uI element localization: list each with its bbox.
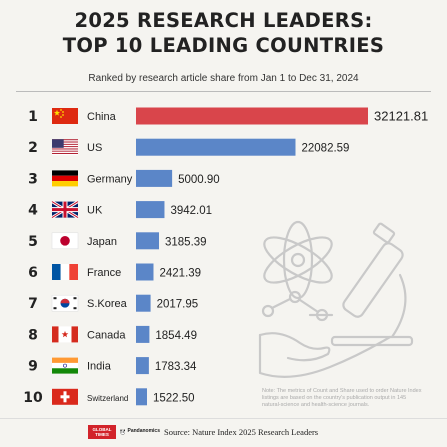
methodology-note: Note: The metrics of Count and Share use… xyxy=(262,388,422,408)
value-label: 1522.50 xyxy=(153,392,195,404)
value-label: 22082.59 xyxy=(301,143,349,155)
value-label: 2421.39 xyxy=(159,268,201,280)
title-line-2: TOP 10 LEADING COUNTRIES xyxy=(62,34,385,57)
rank-label: 7 xyxy=(28,296,38,312)
subtitle: Ranked by research article share from Ja… xyxy=(88,73,359,84)
country-label: India xyxy=(87,361,112,373)
switzerland-flag-icon xyxy=(52,388,78,405)
header-divider xyxy=(16,91,431,92)
bar xyxy=(136,325,150,343)
canada-flag-icon xyxy=(52,326,78,343)
science-illustration-icon xyxy=(258,220,414,378)
germany-flag-icon xyxy=(52,170,78,187)
rank-label: 2 xyxy=(28,140,38,156)
bar xyxy=(136,138,296,156)
value-label: 1854.49 xyxy=(155,330,197,342)
rank-label: 10 xyxy=(23,390,43,406)
bar xyxy=(136,232,160,250)
country-label: US xyxy=(87,142,102,154)
south-korea-flag-icon xyxy=(51,294,79,312)
rank-label: 1 xyxy=(28,109,38,125)
pandanomics-logo: Pandanomics xyxy=(120,425,160,439)
value-label: 32121.81 xyxy=(374,109,428,124)
country-label: UK xyxy=(87,205,103,217)
china-flag-icon xyxy=(52,108,78,124)
value-label: 2017.95 xyxy=(157,299,199,311)
footer-divider xyxy=(0,418,447,419)
value-label: 1783.34 xyxy=(155,361,197,373)
country-label: Japan xyxy=(87,236,117,248)
country-label: Germany xyxy=(87,173,133,185)
value-label: 5000.90 xyxy=(178,174,220,186)
rank-label: 9 xyxy=(28,359,38,375)
uk-flag-icon xyxy=(51,200,79,219)
bar xyxy=(136,107,368,125)
panda-icon xyxy=(120,429,126,435)
bar xyxy=(136,357,149,375)
value-label: 3942.01 xyxy=(170,205,212,217)
title-line-1: 2025 RESEARCH LEADERS: xyxy=(74,9,373,32)
us-flag-icon xyxy=(52,139,78,156)
rank-label: 5 xyxy=(28,234,38,250)
country-label: China xyxy=(87,111,117,123)
rank-label: 4 xyxy=(28,203,38,219)
bar xyxy=(136,169,173,187)
footer: GLOBAL TIMES Pandanomics Source: Nature … xyxy=(88,424,318,440)
france-flag-icon xyxy=(52,264,78,280)
rank-label: 8 xyxy=(28,327,38,343)
bar xyxy=(136,201,165,219)
india-flag-icon xyxy=(52,357,78,374)
country-label: Canada xyxy=(87,329,126,341)
japan-flag-icon xyxy=(51,232,79,250)
country-label: S.Korea xyxy=(87,298,128,310)
bar xyxy=(136,388,147,406)
rank-label: 3 xyxy=(28,171,38,187)
value-label: 3185.39 xyxy=(165,236,207,248)
bar xyxy=(136,263,154,281)
source-credit: Source: Nature Index 2025 Research Leade… xyxy=(164,427,319,437)
bar xyxy=(136,294,151,312)
country-label: Switzerland xyxy=(87,394,128,403)
rank-label: 6 xyxy=(28,265,38,281)
country-label: France xyxy=(87,267,121,279)
global-times-logo: GLOBAL TIMES xyxy=(88,425,116,439)
